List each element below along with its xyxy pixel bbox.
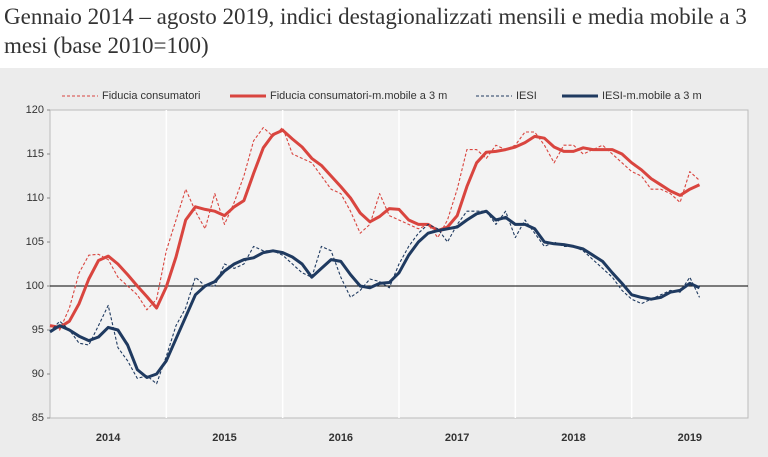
- legend-label: IESI: [516, 90, 537, 102]
- series-line: [49, 209, 701, 379]
- y-tick-label: 105: [26, 236, 44, 248]
- series-line: [49, 210, 700, 385]
- legend-label: Fiducia consumatori-m.mobile a 3 m: [270, 90, 447, 102]
- series-line: [49, 128, 701, 329]
- y-tick-label: 85: [32, 412, 44, 424]
- x-tick-label: 2015: [212, 432, 236, 444]
- legend-label: Fiducia consumatori: [102, 90, 200, 102]
- x-tick-label: 2016: [329, 432, 353, 444]
- chart-title: Gennaio 2014 – agosto 2019, indici desta…: [4, 4, 747, 58]
- x-tick-label: 2017: [445, 432, 469, 444]
- x-tick-label: 2019: [678, 432, 702, 444]
- x-tick-label: 2014: [96, 432, 121, 444]
- chart: 85 90 95 100 105 110 115 120 2014 2015 2016 2017 201…: [0, 68, 768, 457]
- y-tick-label: 115: [26, 148, 44, 160]
- y-tick-label: 100: [26, 280, 44, 292]
- x-tick-label: 2018: [561, 432, 585, 444]
- y-tick-label: 95: [32, 324, 44, 336]
- y-tick-label: 120: [26, 104, 44, 116]
- legend-label: IESI-m.mobile a 3 m: [602, 90, 702, 102]
- y-tick-label: 110: [26, 192, 44, 204]
- y-tick-label: 90: [32, 368, 44, 380]
